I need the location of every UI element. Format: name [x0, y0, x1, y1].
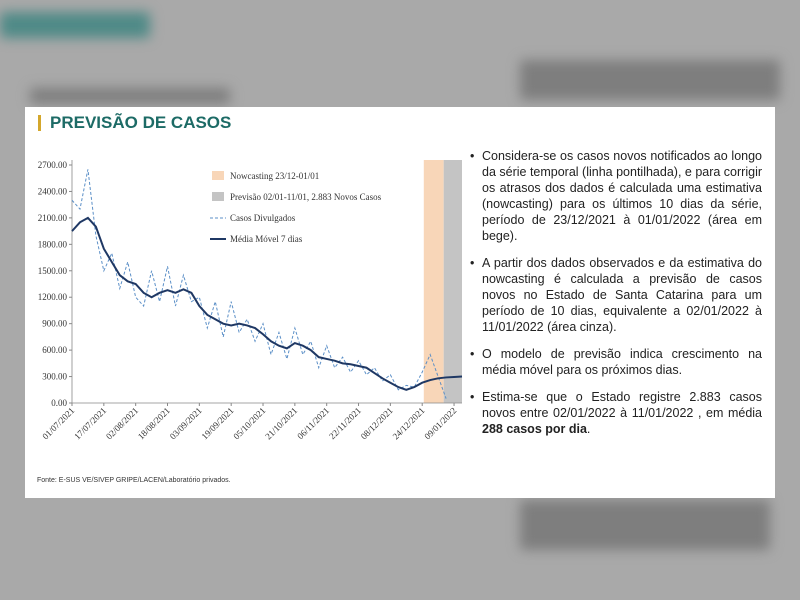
y-tick-label: 1800.00 [38, 239, 68, 249]
x-tick-label: 01/07/2021 [40, 405, 76, 441]
y-tick-label: 600.00 [42, 345, 67, 355]
y-tick-label: 2100.00 [38, 213, 68, 223]
x-tick-label: 18/08/2021 [136, 405, 172, 441]
x-tick-label: 05/10/2021 [231, 405, 267, 441]
blur-shape [520, 500, 770, 550]
series-line [71, 169, 447, 399]
bullet-list: Considera-se os casos novos notificados … [470, 148, 762, 448]
legend-label: Nowcasting 23/12-01/01 [230, 171, 319, 181]
y-tick-label: 1500.00 [38, 266, 68, 276]
y-tick-label: 2700.00 [38, 160, 68, 170]
x-tick-label: 24/12/2021 [391, 405, 427, 441]
bullet-text: 288 casos por dia [482, 422, 587, 436]
bullet-text: Estima-se que o Estado registre 2.883 ca… [482, 390, 762, 420]
slide-title: PREVISÃO DE CASOS [50, 113, 232, 132]
blur-shape [520, 60, 780, 100]
x-tick-label: 09/01/2022 [422, 405, 458, 441]
bullet: Considera-se os casos novos notificados … [470, 148, 762, 244]
x-tick-label: 19/09/2021 [200, 405, 236, 441]
legend-label: Previsão 02/01-11/01, 2.883 Novos Casos [230, 192, 382, 202]
y-tick-label: 0.00 [51, 398, 67, 408]
x-tick-label: 02/08/2021 [104, 405, 140, 441]
title-accent [38, 115, 41, 131]
y-tick-label: 2400.00 [38, 186, 68, 196]
y-tick-label: 1200.00 [38, 292, 68, 302]
x-tick-label: 06/11/2021 [295, 405, 331, 441]
blur-shape [0, 12, 150, 38]
x-tick-label: 08/12/2021 [359, 405, 395, 441]
legend-label: Média Móvel 7 dias [230, 234, 303, 244]
bullet: Estima-se que o Estado registre 2.883 ca… [470, 389, 762, 437]
legend-swatch [212, 171, 224, 180]
blur-shape [30, 88, 230, 104]
forecast-band [423, 160, 444, 403]
series-line [71, 216, 463, 391]
forecast-band [443, 160, 462, 403]
bullet: A partir dos dados observados e da estim… [470, 255, 762, 335]
y-tick-label: 300.00 [42, 372, 67, 382]
source: Fonte: E-SUS VE/SIVEP GRIPE/LACEN/Labora… [37, 477, 231, 484]
x-tick-label: 17/07/2021 [72, 405, 108, 441]
bullet-text: . [586, 422, 591, 436]
x-tick-label: 03/09/2021 [168, 405, 204, 441]
bullet-text: Considera-se os casos novos notificados … [482, 149, 763, 243]
bullet-text: O modelo de previsão indica crescimento … [482, 347, 762, 377]
bullet-text: A partir dos dados observados e da estim… [482, 256, 762, 334]
x-tick-label: 22/11/2021 [327, 405, 363, 441]
y-tick-label: 900.00 [42, 319, 67, 329]
legend-label: Casos Divulgados [230, 213, 296, 223]
bullet: O modelo de previsão indica crescimento … [470, 346, 762, 378]
x-tick-label: 21/10/2021 [263, 405, 299, 441]
legend-swatch [212, 192, 224, 201]
